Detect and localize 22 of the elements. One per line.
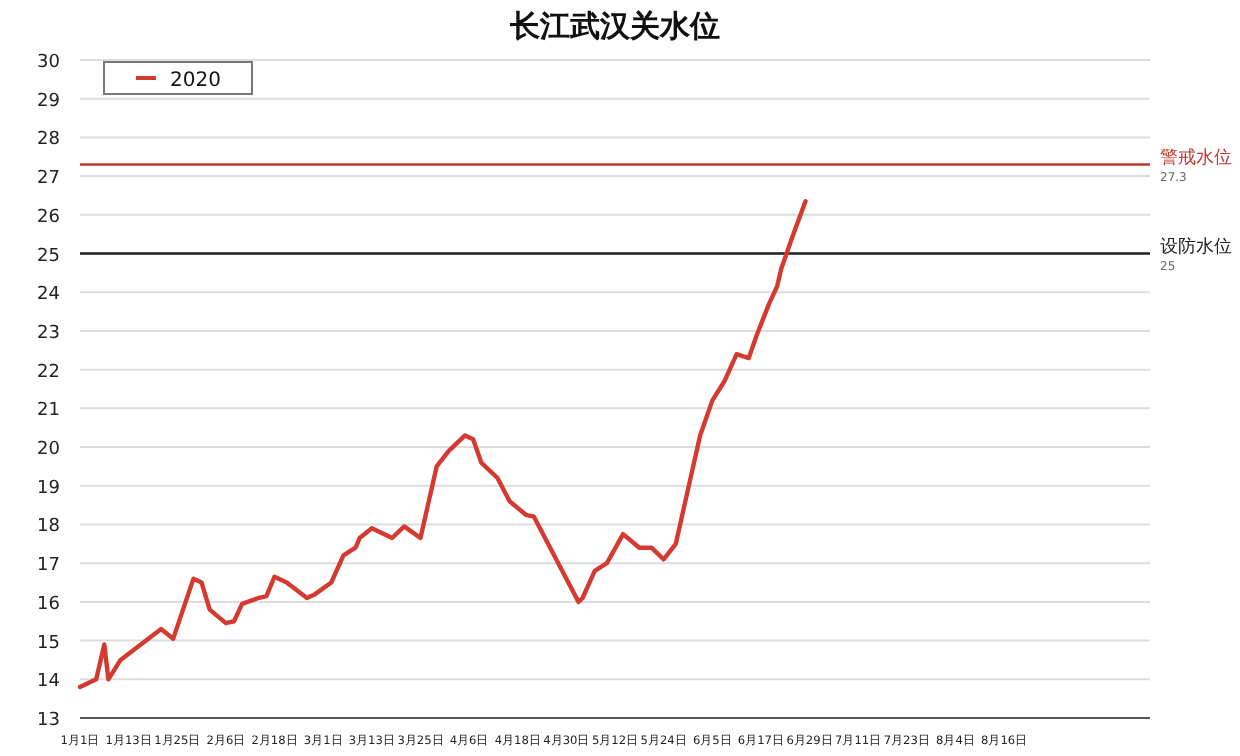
y-tick-label: 21	[37, 401, 60, 422]
ref-line-label: 警戒水位	[1160, 146, 1232, 169]
ref-line-label: 设防水位	[1160, 235, 1232, 258]
y-tick-label: 22	[37, 362, 60, 383]
y-tick-label: 13	[37, 711, 60, 731]
y-tick-label: 30	[37, 53, 61, 73]
y-tick-label: 19	[37, 478, 61, 499]
y-tick-label: 17	[37, 556, 60, 577]
y-tick-label: 28	[37, 130, 61, 151]
y-tick-label: 26	[37, 207, 61, 228]
y-tick-label: 18	[37, 517, 61, 538]
y-tick-label: 27	[37, 169, 60, 190]
chart-title: 长江武汉关水位	[508, 8, 720, 44]
y-tick-label: 14	[37, 672, 61, 693]
y-tick-label: 23	[37, 323, 60, 344]
y-tick-label: 20	[37, 440, 61, 461]
y-tick-label: 25	[37, 246, 60, 267]
y-tick-label: 15	[37, 633, 60, 654]
y-tick-label: 29	[37, 91, 61, 112]
legend-label: 2020	[170, 70, 221, 92]
y-tick-label: 16	[37, 594, 61, 615]
y-tick-label: 24	[37, 285, 61, 306]
